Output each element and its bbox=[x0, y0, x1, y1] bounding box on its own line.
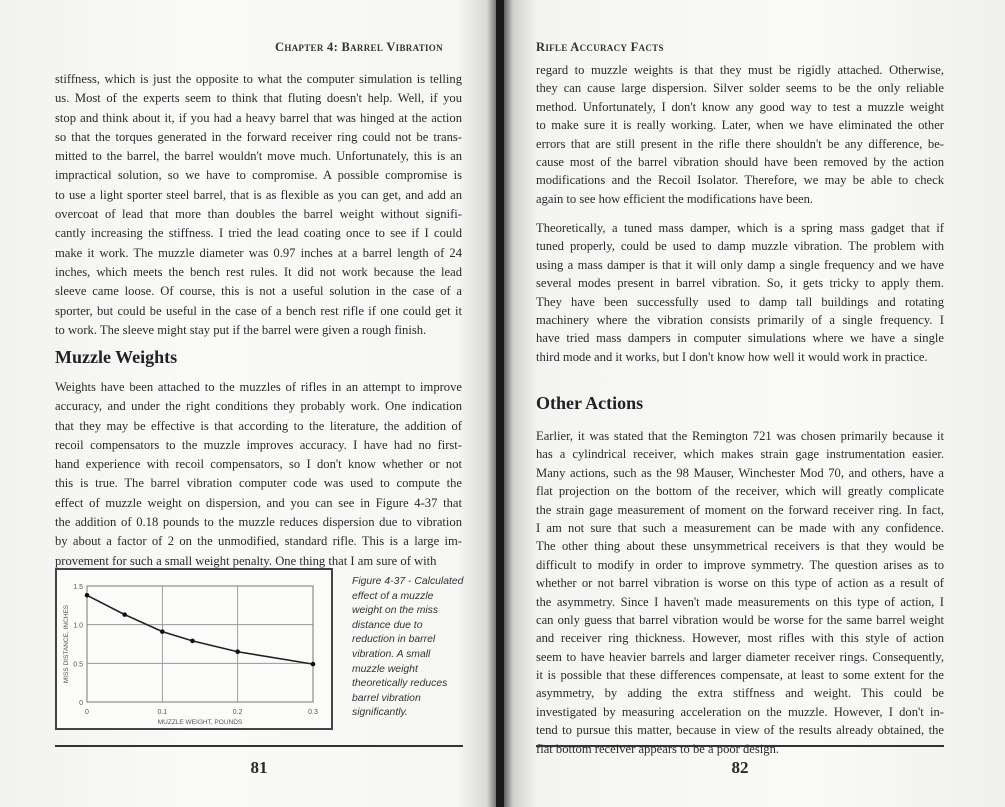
text-line: hand experience with recoil compensators… bbox=[55, 457, 462, 472]
text-line: regard to muzzle weights is that they mu… bbox=[536, 63, 944, 77]
text-line: impractical solution, so we have to comp… bbox=[55, 168, 462, 183]
text-line: they can cause large dispersion. Silver … bbox=[536, 81, 944, 96]
running-head: Chapter 4: Barrel Vibration bbox=[275, 40, 443, 54]
x-tick-label: 0.2 bbox=[233, 709, 243, 716]
text-line: that they may be effective is that accor… bbox=[55, 418, 462, 433]
text-line: the asymmetry. Since I haven't made meas… bbox=[536, 594, 944, 609]
text-line: the strain gage measurement of moment on… bbox=[536, 502, 944, 517]
text-line: to make sure it is really working. Later… bbox=[536, 118, 944, 133]
text-line: using a mass damper is that it will only… bbox=[536, 257, 944, 272]
figure-caption: Figure 4-37 - Calculated effect of a muz… bbox=[352, 576, 464, 719]
text-line: can only guess that barrel vibration wou… bbox=[536, 612, 944, 627]
paragraph: Theoretically, a tuned mass damper, whic… bbox=[536, 219, 944, 366]
text-line: it is possible that these differences co… bbox=[536, 668, 944, 683]
text-line: flat bottom receiver appears to be a poo… bbox=[536, 741, 780, 756]
left-page: Chapter 4: Barrel Vibration stiffness, w… bbox=[0, 0, 497, 807]
text-line: sleeve came loose. Of course, this is no… bbox=[55, 284, 462, 299]
y-tick-label: 1.5 bbox=[73, 584, 83, 591]
text-line: recoil compensators to the muzzle improv… bbox=[55, 437, 462, 452]
page-number: 82 bbox=[731, 758, 749, 777]
text-line: stiffness, which is just the opposite to… bbox=[55, 72, 462, 86]
text-line: third mode and it works, but I don't kno… bbox=[536, 349, 928, 364]
text-line: so that the torques generated in the for… bbox=[55, 129, 462, 144]
x-axis-label: MUZZLE WEIGHT, POUNDS bbox=[158, 719, 243, 726]
text-line: has a cylindrical receiver, which makes … bbox=[536, 447, 944, 462]
text-line: Theoretically, a tuned mass damper, whic… bbox=[536, 221, 944, 235]
text-line: investigated by measuring acceleration o… bbox=[536, 704, 944, 719]
data-point bbox=[84, 592, 90, 598]
text-line: Weights have been attached to the muzzle… bbox=[55, 380, 462, 394]
text-line: Earlier, it was stated that the Remingto… bbox=[536, 429, 944, 443]
text-line: stop and think about it, if you had a he… bbox=[55, 110, 462, 125]
x-tick-label: 0.3 bbox=[308, 709, 318, 716]
text-line: Many actions, such as the 98 Mauser, Win… bbox=[536, 465, 944, 480]
text-line: tend to pursue this matter, because in v… bbox=[536, 723, 944, 738]
y-tick-label: 1.0 bbox=[73, 623, 83, 630]
right-page: Rifle Accuracy Facts regard to muzzle we… bbox=[503, 0, 1005, 807]
text-line: this is true. The barrel vibration compu… bbox=[55, 476, 462, 491]
text-line: accuracy, and under the right conditions… bbox=[55, 399, 462, 414]
x-tick-label: 0 bbox=[85, 709, 89, 716]
y-axis-label: MISS DISTANCE, INCHES bbox=[63, 604, 70, 683]
data-point bbox=[235, 649, 240, 655]
footer-rule bbox=[536, 745, 944, 747]
page-number: 81 bbox=[250, 758, 268, 777]
text-line: asymmetry, by adding the extra stiffness… bbox=[536, 686, 944, 701]
x-tick-label: 0.1 bbox=[157, 709, 167, 716]
running-head: Rifle Accuracy Facts bbox=[536, 40, 664, 54]
text-line: and receiver ring thickness. However, mo… bbox=[536, 631, 944, 646]
text-line: provement for such a small weight penalt… bbox=[55, 553, 437, 568]
text-line: errors that are still present in the rif… bbox=[536, 136, 944, 151]
text-line: by about a factor of 2 on the unmodified… bbox=[55, 534, 462, 549]
text-line: seem to have heavier barrels and larger … bbox=[536, 649, 944, 664]
text-line: modifications and the Recoil Isolator. T… bbox=[536, 173, 944, 188]
book-gutter bbox=[496, 0, 504, 807]
section-heading: Muzzle Weights bbox=[55, 347, 178, 367]
text-line: tuned properly, could be used to damp mu… bbox=[536, 239, 944, 254]
paragraph: stiffness, which is just the opposite to… bbox=[55, 70, 462, 340]
text-line: inches, which meets the bench rest rules… bbox=[55, 264, 462, 279]
text-line: machinery where the vibration consists p… bbox=[536, 312, 944, 327]
data-point bbox=[160, 629, 165, 634]
paragraph: regard to muzzle weights is that they mu… bbox=[536, 61, 944, 208]
text-line: effect of muzzle weight on dispersion, a… bbox=[55, 495, 462, 510]
text-line: cantly increasing the stiffness. I tried… bbox=[55, 226, 462, 241]
text-line: make it work. The muzzle diameter was 0.… bbox=[55, 245, 462, 260]
text-line: mitted to the barrel, the barrel wouldn'… bbox=[55, 149, 462, 164]
text-line: cause most of the barrel vibration shoul… bbox=[536, 154, 944, 169]
text-line: us. Most of the experts seem to think th… bbox=[55, 91, 462, 106]
text-line: the addition of 0.18 pounds to the muzzl… bbox=[55, 515, 462, 530]
text-line: to work. The sleeve might stay put if th… bbox=[55, 322, 427, 337]
text-line: again to see how efficient the modificat… bbox=[536, 191, 814, 206]
text-line: overcoat of lead that more than doubles … bbox=[55, 207, 462, 222]
section-heading: Other Actions bbox=[536, 393, 644, 413]
text-line: They have been successfully used to damp… bbox=[536, 294, 944, 309]
data-point bbox=[310, 661, 316, 667]
text-line: whether or not barrel vibration is worse… bbox=[536, 576, 944, 591]
data-line bbox=[86, 594, 314, 665]
plot-frame bbox=[86, 585, 314, 703]
paragraph: Weights have been attached to the muzzle… bbox=[55, 378, 462, 571]
text-line: The other thing about these unsymmetrica… bbox=[536, 539, 944, 554]
paragraph: Earlier, it was stated that the Remingto… bbox=[536, 427, 944, 758]
data-point bbox=[122, 612, 127, 617]
data-point bbox=[190, 638, 195, 644]
text-line: to use a light sporter steel barrel, tha… bbox=[55, 187, 462, 202]
y-tick-label: 0.5 bbox=[73, 661, 83, 668]
text-line: difficult to modify in order to improve … bbox=[536, 557, 944, 572]
y-tick-label: 0 bbox=[79, 700, 83, 707]
text-line: I am not sure that such a measurement ca… bbox=[536, 520, 944, 535]
text-line: method. Unfortunately, I don't know any … bbox=[536, 99, 944, 114]
text-line: sporter, but could be useful in the case… bbox=[55, 303, 462, 318]
text-line: flat projection on the bottom of the rec… bbox=[536, 484, 944, 499]
text-line: several modes present in barrel vibratio… bbox=[536, 276, 944, 291]
text-line: have tried mass dampers in computer simu… bbox=[536, 331, 944, 346]
footer-rule bbox=[55, 745, 463, 747]
figure-chart: 0 0.1 0.2 0.3 0 0.5 1.0 1.5 MUZZLE WEIGHT, POUND… bbox=[55, 568, 333, 730]
